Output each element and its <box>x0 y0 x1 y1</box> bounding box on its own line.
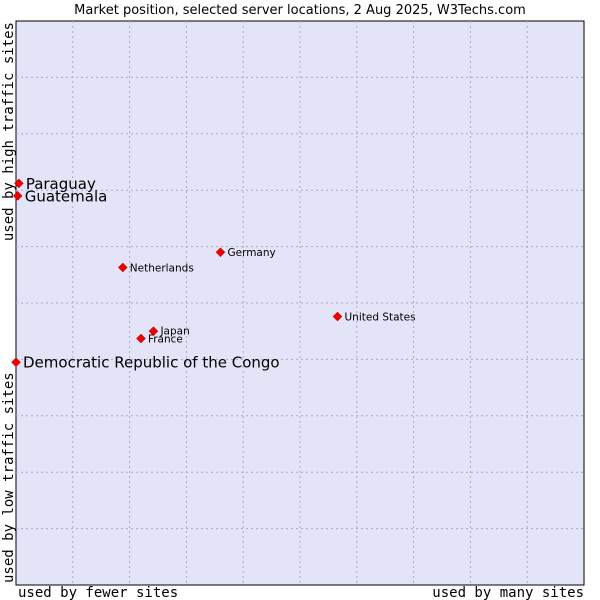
point-netherlands <box>117 262 128 273</box>
label-germany: Germany <box>227 247 275 259</box>
label-united-states: United States <box>344 312 415 324</box>
y-axis-label-bottom: used by low traffic sites <box>1 372 17 583</box>
label-democratic-republic-of-the-congo: Democratic Republic of the Congo <box>23 354 280 372</box>
data-points <box>11 178 343 368</box>
point-guatemala <box>12 190 23 201</box>
point-france <box>136 333 146 344</box>
label-netherlands: Netherlands <box>130 262 194 274</box>
label-japan: Japan <box>159 326 189 338</box>
point-paraguay <box>13 178 24 189</box>
grid <box>16 21 584 585</box>
y-axis-label-top: used by high traffic sites <box>1 22 17 241</box>
x-axis-label-right: used by many sites <box>432 585 584 600</box>
label-paraguay: Paraguay <box>26 175 96 193</box>
point-japan <box>148 326 159 337</box>
point-germany <box>215 247 226 258</box>
label-france: France <box>148 334 183 346</box>
point-democratic-republic-of-the-congo <box>11 357 21 368</box>
point-united-states <box>332 311 343 322</box>
x-axis-label-left: used by fewer sites <box>18 585 178 600</box>
label-guatemala: Guatemala <box>25 187 108 205</box>
chart-title: Market position, selected server locatio… <box>74 3 526 18</box>
